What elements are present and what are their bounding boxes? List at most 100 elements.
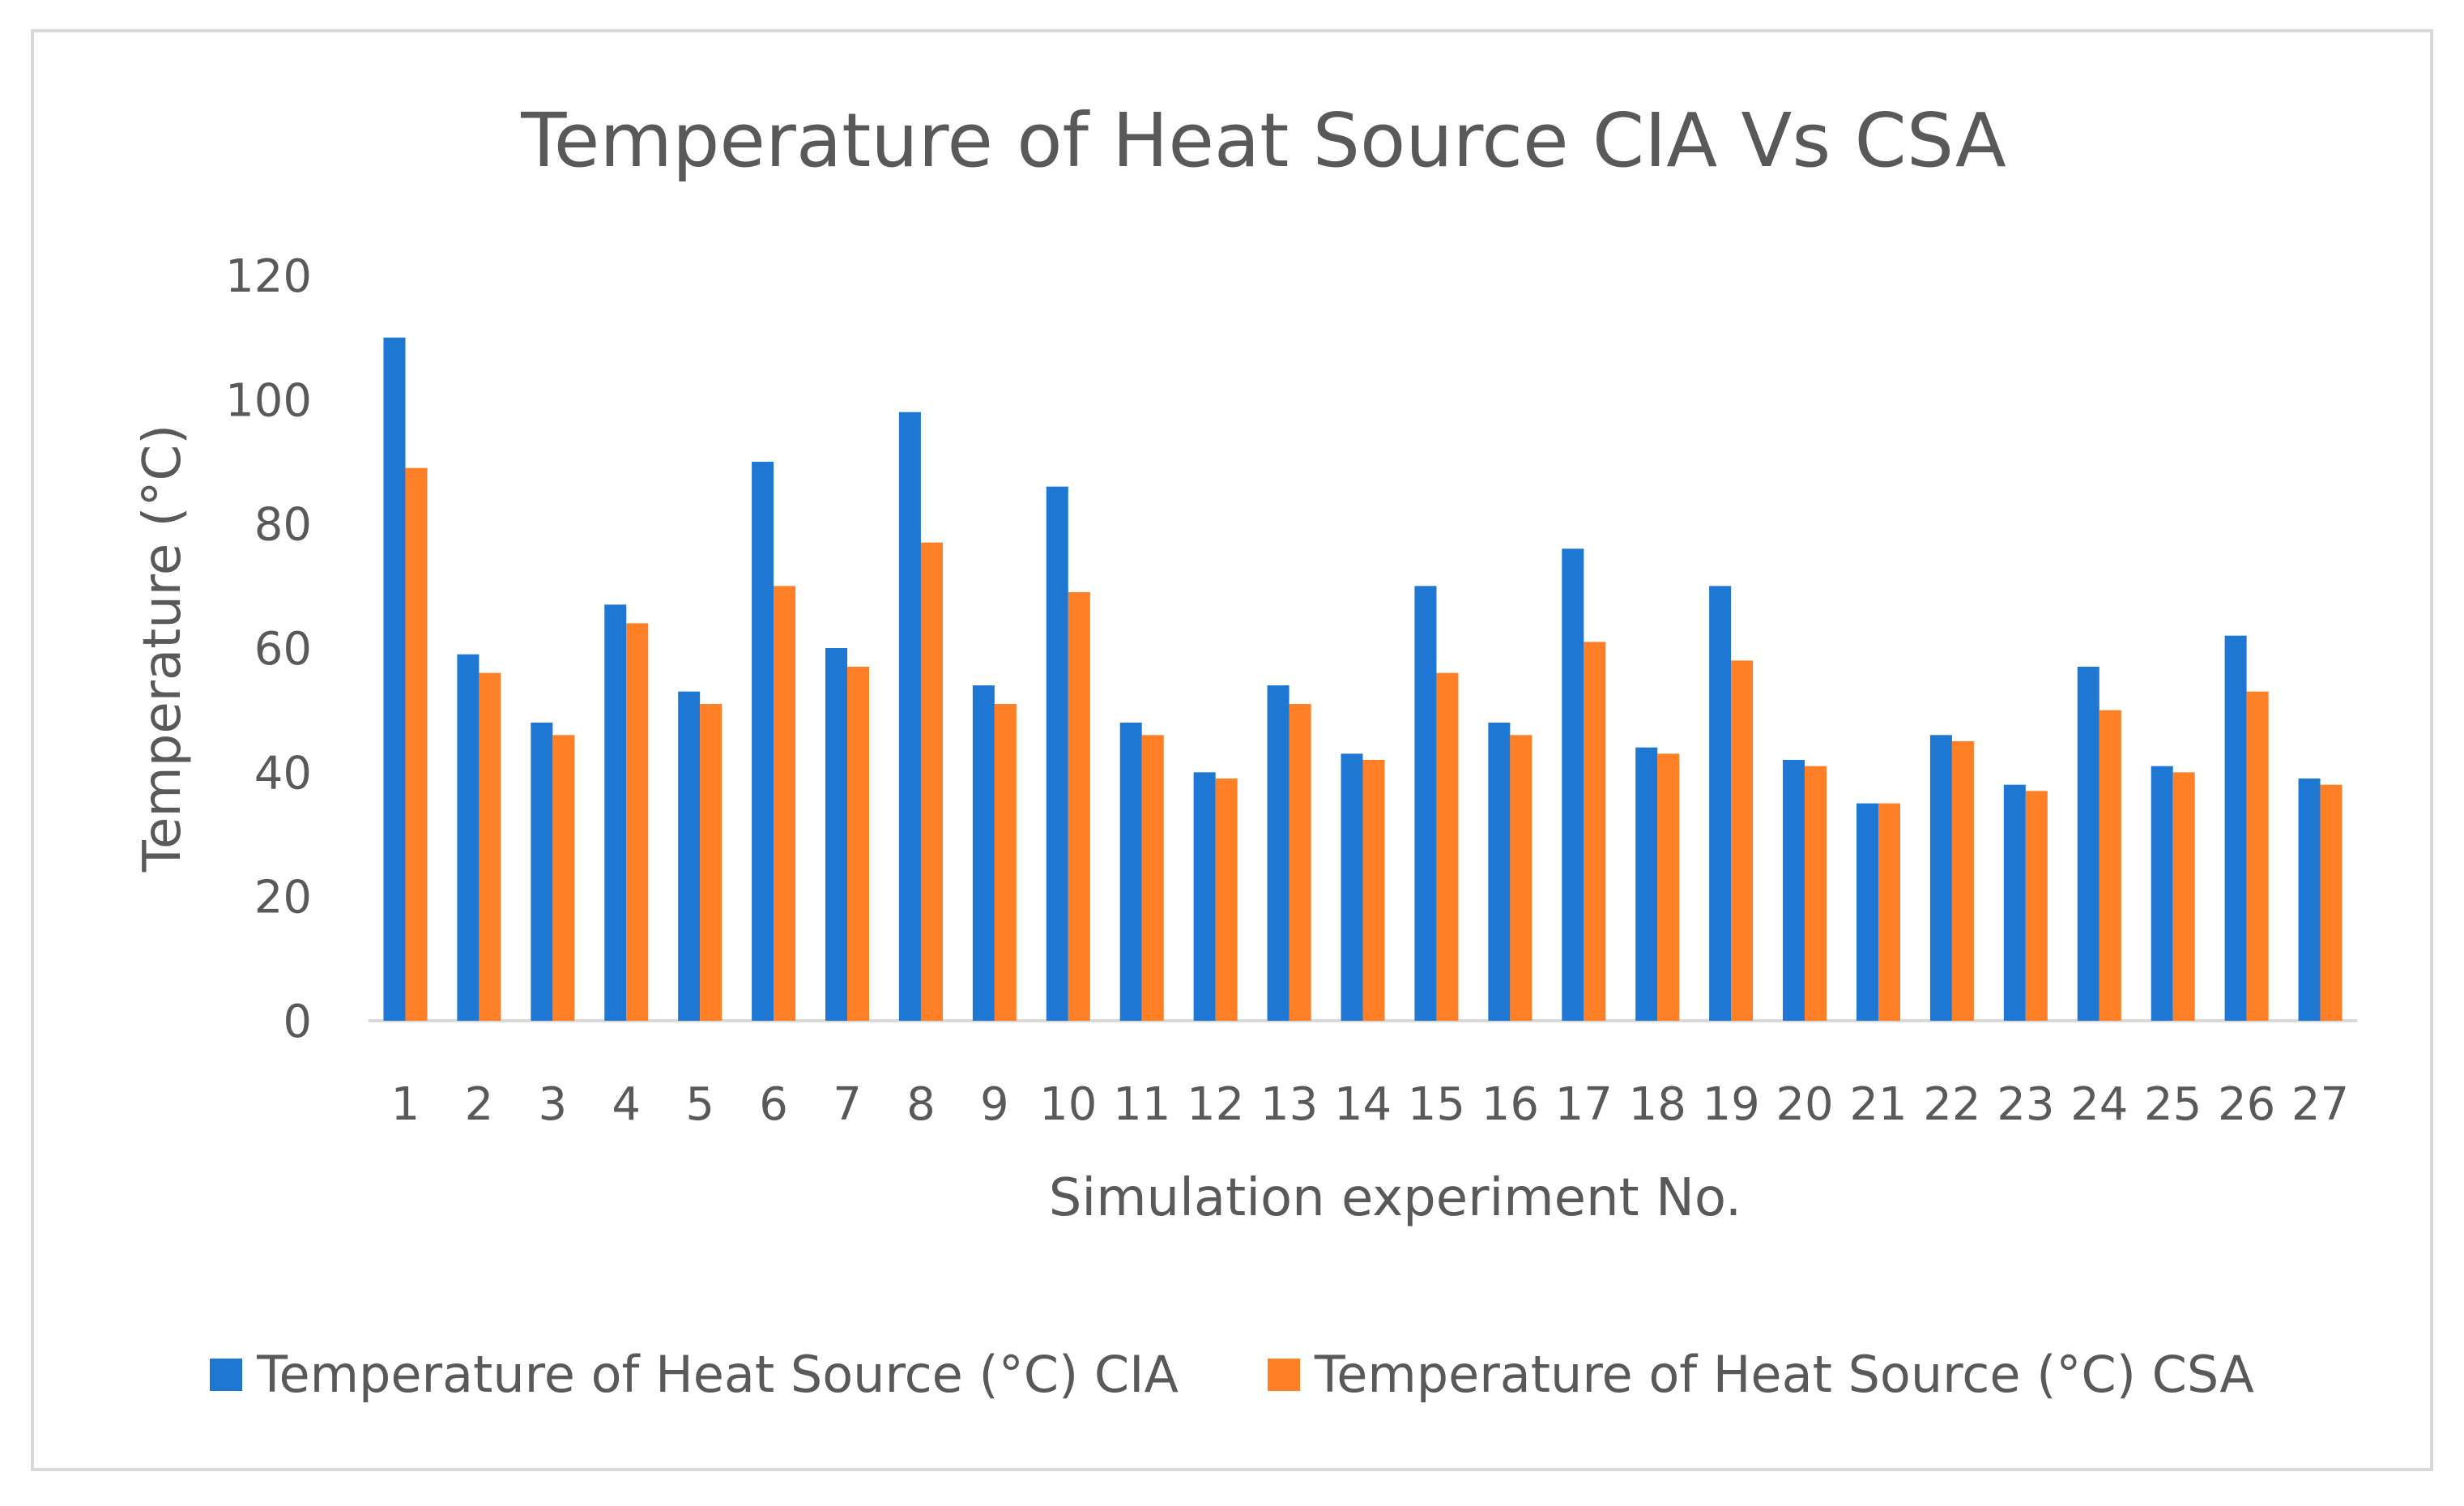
x-tick-label: 14 [1334, 1078, 1392, 1131]
bar-csa [700, 704, 723, 1021]
bar-cia [1193, 772, 1216, 1021]
x-tick-label: 8 [906, 1078, 936, 1131]
x-tick-label: 6 [759, 1078, 788, 1131]
legend-item-cia: Temperature of Heat Source (°C) CIA [210, 1345, 1179, 1404]
x-tick-label: 19 [1702, 1078, 1759, 1131]
bar-csa [774, 586, 796, 1021]
bar-csa [847, 667, 870, 1021]
bar-csa [1436, 672, 1459, 1021]
bar-csa [1510, 735, 1533, 1021]
x-tick-label: 11 [1113, 1078, 1170, 1131]
y-tick-label: 20 [254, 872, 312, 924]
x-tick-label: 23 [1997, 1078, 2054, 1131]
bar-cia [1267, 685, 1290, 1021]
bar-cia [1488, 723, 1511, 1021]
bar-csa [1215, 779, 1238, 1021]
bar-csa [1805, 766, 1827, 1021]
bar-csa [479, 672, 501, 1021]
bar-cia [2298, 779, 2321, 1021]
x-tick-label: 2 [465, 1078, 494, 1131]
bar-csa [1584, 642, 1606, 1021]
bar-cia [1856, 803, 1878, 1021]
x-tick-label: 20 [1776, 1078, 1833, 1131]
bar-cia [2003, 784, 2026, 1021]
x-tick-label: 17 [1555, 1078, 1613, 1131]
bar-csa [1362, 760, 1385, 1021]
x-tick-label: 12 [1187, 1078, 1244, 1131]
bar-cia [383, 337, 406, 1022]
bar-csa [2320, 784, 2343, 1021]
x-tick-label: 27 [2291, 1078, 2349, 1131]
bar-cia [1635, 747, 1658, 1021]
legend-item-csa: Temperature of Heat Source (°C) CSA [1267, 1345, 2254, 1404]
bar-cia [1341, 753, 1363, 1021]
bar-csa [1657, 753, 1680, 1021]
y-tick-label: 120 [225, 250, 312, 303]
legend-label-cia: Temperature of Heat Source (°C) CIA [257, 1345, 1179, 1404]
bar-csa [2099, 710, 2121, 1021]
bar-cia [1783, 760, 1805, 1021]
legend: Temperature of Heat Source (°C) CIA Temp… [0, 1345, 2464, 1404]
bar-csa [1951, 741, 1974, 1021]
bar-cia [972, 685, 995, 1021]
x-tick-label: 16 [1481, 1078, 1539, 1131]
bar-cia [1929, 735, 1952, 1021]
bar-cia [1046, 486, 1068, 1021]
x-tick-label: 5 [685, 1078, 714, 1131]
bar-cia [457, 654, 480, 1021]
y-tick-label: 0 [283, 996, 312, 1048]
bar-csa [2246, 691, 2269, 1021]
x-tick-label: 1 [391, 1078, 420, 1131]
y-tick-label: 40 [254, 747, 312, 800]
x-tick-label: 25 [2144, 1078, 2202, 1131]
x-tick-label: 7 [833, 1078, 862, 1131]
bar-cia [898, 412, 921, 1022]
bar-csa [626, 623, 649, 1021]
y-tick-label: 100 [225, 374, 312, 427]
bar-cia [604, 604, 627, 1021]
x-tick-label: 24 [2070, 1078, 2128, 1131]
chart-frame [31, 29, 2433, 1471]
bar-csa [1878, 803, 1900, 1021]
bar-cia [678, 691, 701, 1021]
legend-swatch-csa [1267, 1358, 1300, 1391]
bar-csa [1068, 592, 1090, 1021]
bar-csa [2025, 791, 2048, 1021]
bar-csa [994, 704, 1017, 1021]
bar-cia [1414, 586, 1437, 1021]
bar-cia [825, 648, 848, 1021]
bar-cia [752, 462, 774, 1021]
bar-csa [552, 735, 575, 1021]
bar-csa [1289, 704, 1311, 1021]
y-axis-title: Temperature (°C) [133, 424, 193, 872]
x-tick-label: 22 [1923, 1078, 1980, 1131]
legend-swatch-cia [210, 1358, 243, 1391]
bar-cia [1119, 723, 1142, 1021]
x-tick-label: 13 [1260, 1078, 1318, 1131]
bar-csa [1141, 735, 1164, 1021]
x-axis-title: Simulation experiment No. [1049, 1168, 1741, 1228]
bar-csa [920, 542, 943, 1021]
x-tick-label: 21 [1849, 1078, 1907, 1131]
bar-csa [405, 467, 428, 1021]
bar-cia [1709, 586, 1732, 1021]
x-tick-label: 15 [1408, 1078, 1465, 1131]
x-tick-label: 10 [1039, 1078, 1097, 1131]
x-tick-label: 3 [538, 1078, 567, 1131]
bar-cia [2151, 766, 2173, 1021]
x-tick-label: 26 [2218, 1078, 2275, 1131]
bar-cia [1562, 548, 1584, 1021]
x-tick-label: 4 [612, 1078, 641, 1131]
y-tick-label: 60 [254, 623, 312, 676]
bar-cia [2077, 667, 2100, 1021]
legend-label-csa: Temperature of Heat Source (°C) CSA [1314, 1345, 2254, 1404]
chart-title: Temperature of Heat Source CIA Vs CSA [521, 97, 2006, 184]
x-tick-label: 9 [980, 1078, 1009, 1131]
bar-cia [531, 723, 553, 1021]
bar-csa [1731, 660, 1754, 1021]
y-tick-label: 80 [254, 499, 312, 552]
bar-cia [2224, 635, 2247, 1021]
bar-csa [2172, 772, 2195, 1021]
x-tick-label: 18 [1629, 1078, 1686, 1131]
